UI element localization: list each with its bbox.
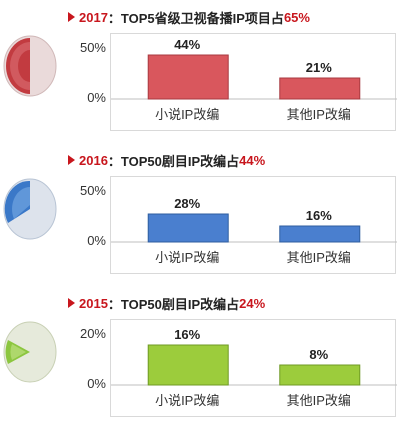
x-category-label: 其他IP改编 bbox=[286, 107, 351, 122]
data-label: 16% bbox=[305, 208, 332, 223]
bar-novel-ip bbox=[147, 344, 229, 386]
bar-chart-2015 bbox=[111, 344, 397, 386]
chart-title-text: ：TOP5省级卫视备播IP项目占 bbox=[107, 10, 284, 26]
x-category-label: 小说IP改编 bbox=[155, 250, 220, 265]
bar-other-ip bbox=[279, 225, 361, 243]
bar-novel-ip bbox=[147, 54, 229, 100]
plot-area bbox=[110, 33, 397, 131]
pie-blue-icon bbox=[3, 178, 57, 240]
x-category-label: 小说IP改编 bbox=[155, 107, 220, 122]
x-category-label: 小说IP改编 bbox=[155, 393, 220, 408]
x-category-label: 其他IP改编 bbox=[286, 250, 351, 265]
y-tick-label: 50% bbox=[79, 183, 106, 198]
triangle-marker-icon bbox=[68, 12, 75, 22]
y-tick-label: 0% bbox=[87, 90, 106, 105]
chart-title: 2015 ：TOP50剧目IP改编占 24% bbox=[68, 294, 265, 312]
chart-title: 2017 ：TOP5省级卫视备播IP项目占 65% bbox=[68, 8, 310, 26]
chart-panel-2015: 2015 ：TOP50剧目IP改编占 24% 20% 0% 16% 8% 小说I… bbox=[0, 286, 405, 429]
data-label: 16% bbox=[174, 327, 201, 342]
chart-title-year: 2017 bbox=[79, 9, 108, 25]
y-tick-label: 0% bbox=[87, 376, 106, 391]
bar-other-ip bbox=[279, 364, 361, 386]
y-tick-label: 0% bbox=[87, 233, 106, 248]
data-label: 21% bbox=[305, 60, 332, 75]
bar-novel-ip bbox=[147, 213, 229, 243]
chart-title: 2016 ：TOP50剧目IP改编占 44% bbox=[68, 151, 265, 169]
data-label: 44% bbox=[174, 37, 201, 52]
plot-area bbox=[110, 176, 397, 274]
chart-title-percent: 24% bbox=[239, 295, 266, 311]
chart-title-year: 2016 bbox=[79, 152, 108, 168]
data-label: 8% bbox=[309, 347, 329, 362]
chart-title-percent: 44% bbox=[239, 152, 266, 168]
chart-title-year: 2015 bbox=[79, 295, 108, 311]
chart-title-percent: 65% bbox=[283, 9, 310, 25]
chart-panel-2017: 2017 ：TOP5省级卫视备播IP项目占 65% 50% 0% 44% 21%… bbox=[0, 0, 405, 143]
data-label: 28% bbox=[174, 196, 201, 211]
triangle-marker-icon bbox=[68, 155, 75, 165]
triangle-marker-icon bbox=[68, 298, 75, 308]
chart-title-text: ：TOP50剧目IP改编占 bbox=[107, 296, 240, 312]
bar-chart-2016 bbox=[111, 213, 397, 243]
chart-title-text: ：TOP50剧目IP改编占 bbox=[107, 153, 240, 169]
bar-other-ip bbox=[279, 77, 361, 100]
pie-red-icon bbox=[3, 35, 57, 97]
pie-green-icon bbox=[3, 321, 57, 383]
y-tick-label: 20% bbox=[79, 326, 106, 341]
bar-chart-2017 bbox=[111, 54, 397, 100]
plot-area bbox=[110, 319, 397, 417]
x-category-label: 其他IP改编 bbox=[286, 393, 351, 408]
y-tick-label: 50% bbox=[79, 40, 106, 55]
chart-panel-2016: 2016 ：TOP50剧目IP改编占 44% 50% 0% 28% 16% 小说… bbox=[0, 143, 405, 286]
